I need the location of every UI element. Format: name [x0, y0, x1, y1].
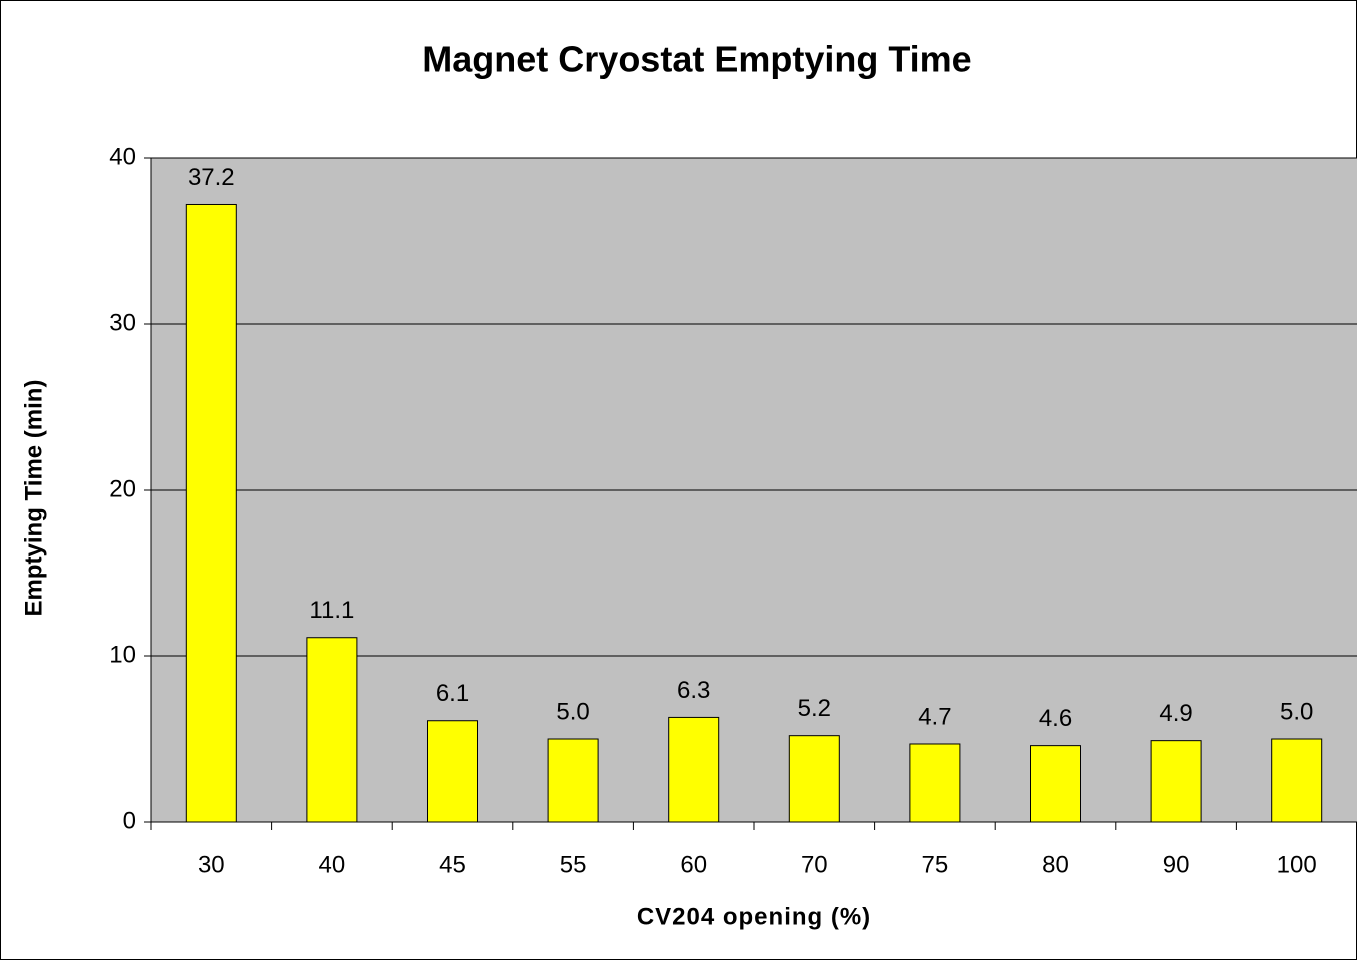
data-label: 4.7: [918, 703, 951, 730]
x-tick-label: 40: [319, 851, 346, 878]
x-tick-label: 60: [680, 851, 707, 878]
data-label: 6.3: [677, 677, 710, 704]
x-axis-label: CV204 opening (%): [637, 903, 871, 930]
bar: [1030, 745, 1081, 823]
x-tick-label: 75: [922, 851, 949, 878]
y-tick-label: 30: [109, 309, 136, 336]
chart-title: Magnet Cryostat Emptying Time: [422, 39, 971, 80]
data-label: 6.1: [436, 680, 469, 707]
y-tick-label: 40: [109, 143, 136, 170]
data-label: 5.0: [556, 698, 589, 725]
bar: [547, 738, 599, 823]
data-label: 4.6: [1039, 705, 1072, 732]
y-axis-label: Emptying Time (min): [20, 380, 47, 617]
bar: [1271, 738, 1323, 823]
x-tick-label: 80: [1042, 851, 1069, 878]
x-tick-label: 90: [1163, 851, 1190, 878]
data-label: 4.9: [1159, 700, 1192, 727]
bar: [427, 720, 478, 823]
data-label: 37.2: [188, 164, 235, 191]
y-tick-label: 10: [109, 641, 136, 668]
bar: [909, 743, 961, 823]
data-label: 5.2: [798, 695, 831, 722]
bar: [306, 637, 358, 823]
x-tick-label: 30: [198, 851, 225, 878]
x-tick-label: 55: [560, 851, 587, 878]
bar: [788, 735, 840, 823]
x-tick-label: 45: [439, 851, 466, 878]
y-tick-label: 0: [123, 807, 136, 834]
x-tick-label: 100: [1277, 851, 1317, 878]
x-tick-label: 70: [801, 851, 828, 878]
bar: [1150, 740, 1202, 823]
data-label: 11.1: [309, 597, 354, 624]
bar: [668, 716, 720, 823]
bar: [185, 203, 237, 823]
y-tick-label: 20: [109, 475, 136, 502]
data-label: 5.0: [1280, 698, 1313, 725]
